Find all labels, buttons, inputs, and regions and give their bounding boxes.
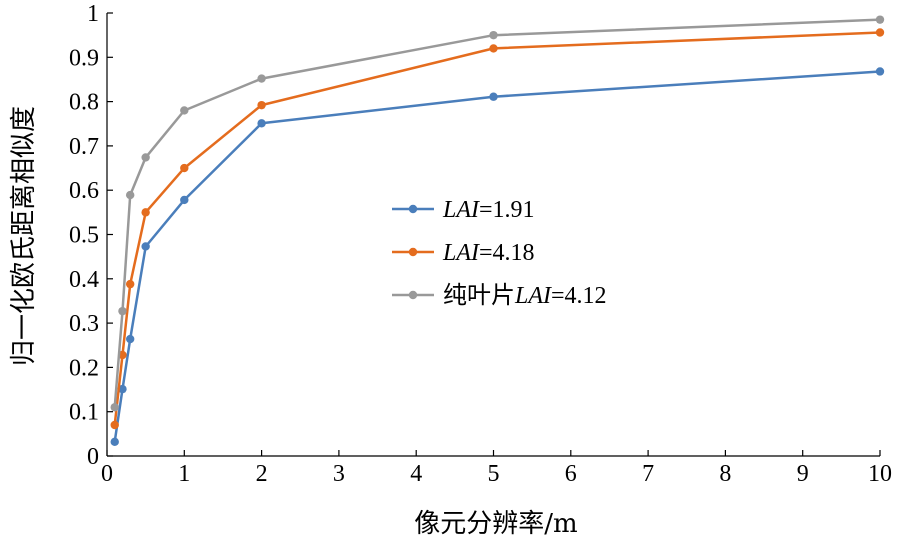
data-point [257, 100, 266, 110]
data-point [110, 420, 119, 430]
x-axis-title: 像元分辨率/m [414, 509, 577, 539]
legend-item-2: LAI=4.18 [392, 240, 535, 266]
legend-label: 纯叶片LAI=4.12 [443, 281, 607, 309]
x-tick-label: 4 [410, 461, 422, 487]
x-tick-label: 8 [719, 461, 731, 487]
x-tick-label: 9 [797, 461, 809, 487]
y-tick-label: 0.4 [69, 267, 99, 293]
x-tick-label: 0 [101, 461, 113, 487]
y-tick-label: 0 [87, 444, 99, 470]
data-point [180, 163, 189, 173]
series-line [113, 70, 881, 442]
y-tick-label: 0.5 [69, 223, 99, 249]
x-tick-label: 6 [565, 461, 577, 487]
series-1 [110, 67, 885, 447]
data-point [875, 28, 885, 37]
data-point [118, 306, 127, 316]
data-point [110, 403, 119, 412]
y-tick-label: 1 [87, 1, 99, 27]
data-point [110, 437, 119, 447]
y-tick-label: 0.9 [69, 45, 99, 71]
legend-label: LAI=1.91 [442, 197, 535, 223]
data-point [180, 195, 189, 205]
legend-label: LAI=4.18 [442, 240, 535, 266]
x-tick-label: 10 [868, 461, 892, 487]
legend-swatch-marker [408, 290, 418, 300]
series-line [113, 31, 881, 426]
x-tick-label: 1 [178, 461, 190, 487]
data-point [875, 15, 885, 24]
y-tick-label: 0.1 [69, 400, 99, 426]
data-point [257, 119, 266, 128]
x-tick-label: 3 [333, 461, 345, 487]
data-point [489, 44, 498, 53]
data-point [125, 334, 135, 344]
y-tick-label: 0.7 [69, 134, 99, 160]
legend: LAI=1.91 LAI=4.18 纯叶片LAI=4.12 [392, 197, 607, 309]
y-tick-label: 0.3 [69, 311, 99, 337]
data-point [118, 384, 127, 394]
series-3 [110, 15, 885, 412]
y-tick-label: 0.6 [69, 178, 99, 204]
data-point [125, 279, 135, 289]
data-point [180, 106, 189, 115]
x-tick-label: 2 [256, 461, 268, 487]
legend-item-1: LAI=1.91 [392, 197, 535, 223]
data-point [141, 208, 150, 217]
y-axis-title: 归一化欧氏距离相似度 [9, 106, 39, 366]
data-point [257, 74, 266, 83]
legend-swatch-marker [408, 247, 418, 257]
data-point [489, 92, 498, 101]
axes: 0 1 2 3 4 5 6 7 8 9 10 0 0.1 0.2 0.3 0.4 0.5 0.6 0.7 0.8 0.9… [69, 1, 892, 487]
series-line [113, 18, 881, 408]
x-tick-label: 5 [488, 461, 500, 487]
series-2 [110, 28, 885, 430]
y-tick-label: 0.2 [69, 355, 99, 381]
legend-swatch-marker [408, 204, 418, 214]
data-point [125, 190, 135, 200]
data-point [875, 67, 885, 76]
series-layer [110, 15, 885, 447]
data-point [141, 153, 150, 162]
data-point [141, 242, 150, 251]
legend-item-3: 纯叶片LAI=4.12 [392, 281, 607, 309]
x-tick-label: 7 [642, 461, 654, 487]
y-tick-label: 0.8 [69, 90, 99, 116]
data-point [489, 30, 498, 40]
